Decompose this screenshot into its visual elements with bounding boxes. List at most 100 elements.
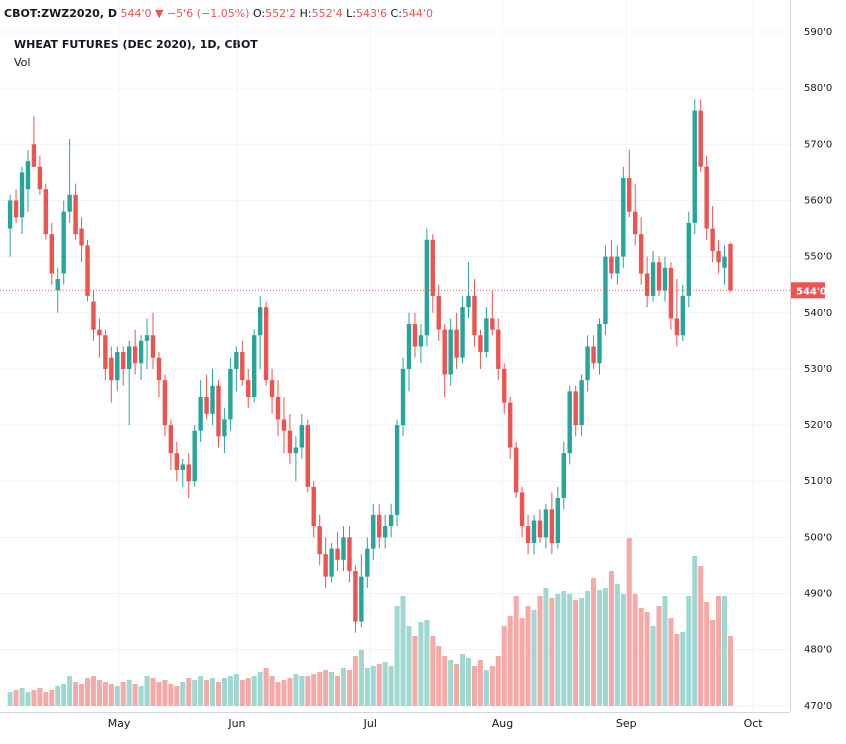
candle-body	[7, 200, 13, 229]
candle-body	[728, 243, 733, 291]
volume-bar	[7, 692, 13, 706]
volume-bar	[317, 672, 323, 706]
candle-body	[359, 576, 364, 622]
volume-bar	[686, 596, 692, 706]
volume-bar	[221, 678, 227, 706]
volume-bar	[412, 636, 418, 706]
candle-body	[210, 385, 215, 414]
candle-body	[49, 234, 54, 274]
volume-bar	[525, 606, 531, 706]
volume-bar	[341, 668, 347, 706]
candle-body	[144, 335, 150, 341]
candle-body	[525, 526, 531, 543]
header: CBOT:ZWZ2020, D 544'0 ▼ −5'6 (−1.05%) O:…	[4, 7, 433, 20]
arrow: ▼	[155, 7, 164, 20]
volume-bar	[608, 571, 614, 706]
volume-bar	[454, 664, 460, 706]
volume-bar	[632, 594, 638, 706]
volume-bar	[424, 620, 430, 706]
candle-body	[138, 340, 144, 364]
candle-body	[650, 262, 656, 296]
candle-body	[115, 352, 120, 381]
volume-bar	[698, 566, 704, 706]
candle-body	[323, 554, 328, 577]
candle-body	[513, 447, 519, 493]
volume-bar	[483, 670, 489, 706]
volume-bar	[614, 584, 620, 706]
candle-body	[388, 514, 394, 527]
volume-bar	[13, 690, 19, 706]
candle-body	[192, 430, 197, 482]
volume-bar	[126, 680, 132, 706]
volume-bar	[198, 676, 204, 706]
volume-bar	[323, 670, 329, 706]
volume-label: Vol	[14, 56, 30, 69]
candle-body	[252, 335, 257, 397]
volume-bar	[596, 590, 602, 706]
volume-bar	[489, 666, 495, 706]
volume-bar	[150, 678, 156, 706]
volume-bar	[555, 594, 561, 706]
candle-body	[579, 380, 584, 426]
candles	[7, 99, 733, 633]
candle-body	[353, 571, 358, 622]
candle-body	[656, 262, 662, 291]
candle-body	[19, 172, 25, 218]
x-tick-label: Sep	[616, 717, 637, 730]
volume-bar	[67, 676, 73, 706]
y-tick-label: 570'0	[804, 139, 832, 150]
volume-bar	[501, 626, 507, 706]
volume-bar	[436, 646, 442, 706]
volume-bar	[102, 682, 108, 706]
candle-body	[13, 200, 19, 218]
volume-bar	[180, 682, 186, 706]
candle-body	[222, 419, 227, 437]
volume-bar	[233, 674, 239, 706]
candle-body	[633, 211, 638, 235]
candle-body	[537, 520, 543, 538]
candle-body	[97, 329, 102, 336]
volume-bar	[210, 678, 216, 706]
candle-body	[549, 509, 555, 543]
volume-bar	[430, 636, 436, 706]
candle-body	[162, 380, 168, 426]
volume-bar	[549, 598, 555, 706]
last-price-tag	[791, 282, 825, 299]
volume-bar	[626, 538, 632, 706]
volume-bar	[114, 686, 120, 706]
candle-body	[269, 380, 275, 397]
volume-bar	[174, 686, 180, 706]
candle-body	[287, 430, 293, 454]
volume-bar	[275, 682, 281, 706]
candle-body	[454, 329, 459, 358]
volume-bar	[477, 660, 483, 706]
volume-bar	[204, 680, 210, 706]
candle-body	[621, 178, 626, 257]
candle-body	[484, 318, 489, 353]
ohlc-key: O:	[253, 7, 265, 20]
axes: 470'0 480'0 490'0 500'0 510'0 520'0 530'0 540'0…	[0, 27, 832, 730]
volume-bar	[394, 606, 400, 706]
candle-body	[704, 166, 709, 229]
volume-bar	[531, 610, 537, 706]
candle-body	[603, 256, 608, 324]
candle-body	[43, 189, 49, 235]
candle-body	[335, 548, 340, 560]
candle-body	[91, 301, 96, 330]
candle-body	[382, 526, 388, 538]
volume-bar	[168, 684, 174, 706]
x-tick-label: Aug	[492, 717, 513, 730]
y-tick-label: 480'0	[804, 645, 832, 656]
volume-bar	[329, 672, 335, 706]
candle-body	[400, 368, 406, 426]
candle-body	[31, 144, 37, 167]
volume-bar	[61, 684, 67, 706]
candle-body	[55, 279, 60, 291]
candle-body	[299, 425, 305, 448]
volume-bar	[722, 596, 728, 706]
ohlc-value: 544'0	[402, 7, 433, 20]
candle-body	[466, 295, 471, 308]
volume-bar	[251, 676, 257, 706]
y-tick-label: 470'0	[804, 701, 832, 712]
candle-body	[85, 245, 90, 296]
